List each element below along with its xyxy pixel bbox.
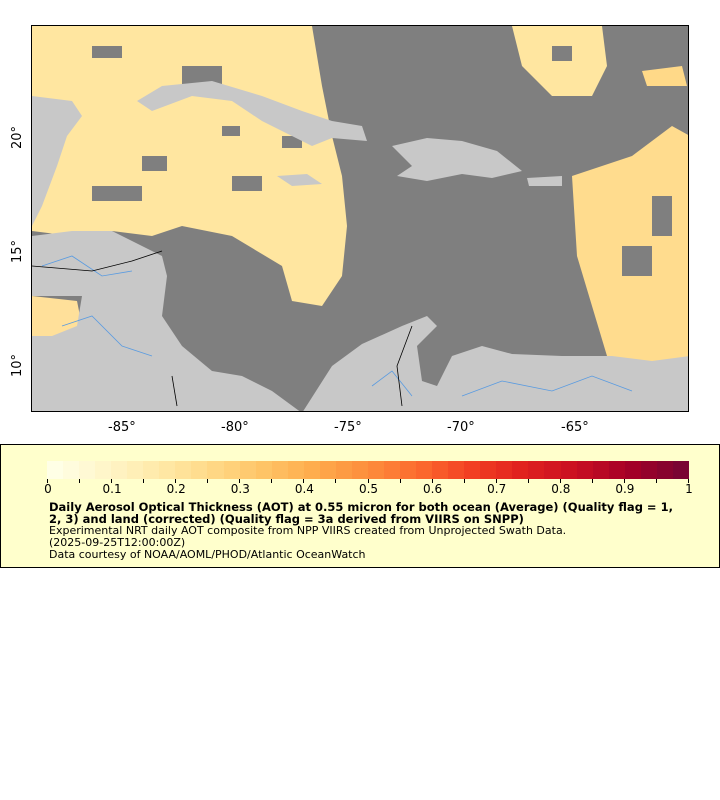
land-jamaica	[277, 174, 322, 186]
colorbar-band	[111, 461, 128, 479]
lon-tick-label: -80°	[221, 420, 249, 435]
colorbar-tick	[207, 479, 209, 483]
colorbar-tick	[688, 479, 689, 483]
colorbar-band	[223, 461, 240, 479]
colorbar-band	[544, 461, 561, 479]
colorbar-tick	[591, 479, 593, 483]
colorbar-tick-label: 0.8	[551, 482, 571, 496]
colorbar-band	[480, 461, 497, 479]
land-central-america	[32, 231, 300, 411]
legend-time: (2025-09-25T12:00:00Z)	[49, 536, 186, 549]
colorbar-band	[351, 461, 368, 479]
borders-layer	[32, 250, 413, 407]
colorbar-band	[175, 461, 192, 479]
colorbar-band	[207, 461, 224, 479]
aot-map[interactable]	[31, 25, 689, 412]
colorbar-tick	[527, 479, 529, 483]
colorbar-band	[672, 461, 689, 479]
colorbar-band	[271, 461, 288, 479]
colorbar-tick	[399, 479, 401, 483]
colorbar-band	[432, 461, 449, 479]
colorbar-tick-label: 1	[685, 482, 693, 496]
colorbar-tick	[79, 479, 81, 483]
land-puerto-rico	[527, 176, 562, 186]
colorbar-tick	[495, 479, 497, 483]
colorbar-band	[191, 461, 208, 479]
colorbar-band	[528, 461, 545, 479]
colorbar-tick	[655, 479, 657, 483]
colorbar-band	[303, 461, 320, 479]
colorbar-tick-label: 0.3	[230, 482, 250, 496]
legend: 0 0.1 0.2 0.3 0.4 0.5 0.6 0.7 0.8 0.9 1 Daily Aero…	[0, 444, 720, 568]
legend-title: Daily Aerosol Optical Thickness (AOT) at…	[49, 500, 673, 526]
colorbar-tick	[239, 479, 241, 483]
colorbar-band	[239, 461, 256, 479]
aot-region-west	[32, 26, 347, 306]
colorbar-band	[143, 461, 160, 479]
colorbar-tick	[175, 479, 177, 483]
colorbar-tick	[47, 479, 48, 483]
colorbar-band	[367, 461, 384, 479]
land-cuba	[137, 81, 367, 146]
lon-tick-label: -85°	[108, 420, 136, 435]
colorbar-tick	[143, 479, 145, 483]
colorbar-tick	[431, 479, 433, 483]
colorbar-band	[287, 461, 304, 479]
colorbar-band	[464, 461, 481, 479]
colorbar-tick	[623, 479, 625, 483]
colorbar-band	[63, 461, 80, 479]
colorbar-band	[608, 461, 625, 479]
colorbar-band	[640, 461, 657, 479]
colorbar-band	[448, 461, 465, 479]
colorbar-tick-label: 0.4	[294, 482, 314, 496]
aot-region-far-ne	[642, 66, 687, 86]
colorbar-band	[159, 461, 176, 479]
rivers-layer	[41, 255, 633, 397]
colorbar-band	[383, 461, 401, 479]
lon-tick-label: -70°	[447, 420, 475, 435]
colorbar-band	[576, 461, 593, 479]
map-canvas	[32, 26, 688, 411]
colorbar-band	[319, 461, 336, 479]
colorbar-band	[47, 461, 64, 479]
colorbar-band	[592, 461, 609, 479]
colorbar-band	[656, 461, 673, 479]
colorbar-tick-label: 0.7	[487, 482, 507, 496]
land-hispaniola	[392, 138, 522, 181]
colorbar-band	[95, 461, 112, 479]
legend-credit: Data courtesy of NOAA/AOML/PHOD/Atlantic…	[49, 548, 366, 561]
aot-data-layer	[32, 26, 688, 396]
colorbar-band	[400, 461, 417, 479]
legend-description: Experimental NRT daily AOT composite fro…	[49, 524, 567, 537]
lat-tick-label: 10°	[10, 353, 26, 378]
colorbar-band	[512, 461, 529, 479]
colorbar-band	[79, 461, 96, 479]
colorbar-band	[416, 461, 433, 479]
colorbar-band	[496, 461, 513, 479]
colorbar-tick-label: 0.2	[166, 482, 186, 496]
colorbar-band	[560, 461, 577, 479]
lon-tick-label: -75°	[334, 420, 362, 435]
colorbar-tick	[367, 479, 369, 483]
colorbar-band	[127, 461, 144, 479]
colorbar-band	[335, 461, 352, 479]
colorbar-tick-label: 0.9	[615, 482, 635, 496]
colorbar-tick	[111, 479, 113, 483]
land-yucatan	[32, 96, 82, 226]
colorbar-tick	[303, 479, 305, 483]
colorbar-band	[255, 461, 272, 479]
colorbar-band	[624, 461, 641, 479]
lat-tick-label: 15°	[10, 239, 26, 264]
colorbar-tick-label: 0	[44, 482, 52, 496]
colorbar-tick-label: 0.5	[358, 482, 379, 496]
colorbar-tick	[463, 479, 465, 483]
colorbar-tick-label: 0.6	[423, 482, 443, 496]
colorbar-tick	[335, 479, 337, 483]
lat-tick-label: 20°	[10, 125, 26, 150]
colorbar	[47, 461, 689, 479]
lon-tick-label: -65°	[561, 420, 589, 435]
colorbar-tick	[271, 479, 273, 483]
colorbar-tick	[559, 479, 561, 483]
colorbar-tick-label: 0.1	[102, 482, 122, 496]
